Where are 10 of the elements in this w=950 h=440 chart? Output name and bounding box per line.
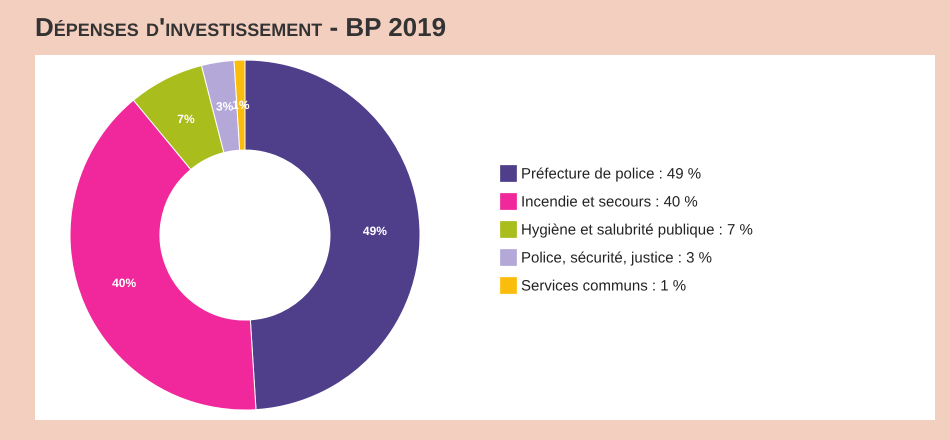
data-label: 49% — [362, 224, 388, 238]
legend-label: Services communs : 1 % — [521, 278, 686, 294]
chart-title: Dépenses d'investissement - BP 2019 — [35, 12, 446, 43]
legend-label: Incendie et secours : 40 % — [521, 194, 698, 210]
legend-label: Police, sécurité, justice : 3 % — [521, 250, 712, 266]
data-label: 7% — [177, 112, 195, 126]
legend-label: Hygiène et salubrité publique : 7 % — [521, 222, 753, 238]
data-label: 3% — [216, 100, 234, 114]
data-label: 40% — [112, 276, 136, 290]
legend-label: Préfecture de police : 49 % — [521, 166, 702, 182]
